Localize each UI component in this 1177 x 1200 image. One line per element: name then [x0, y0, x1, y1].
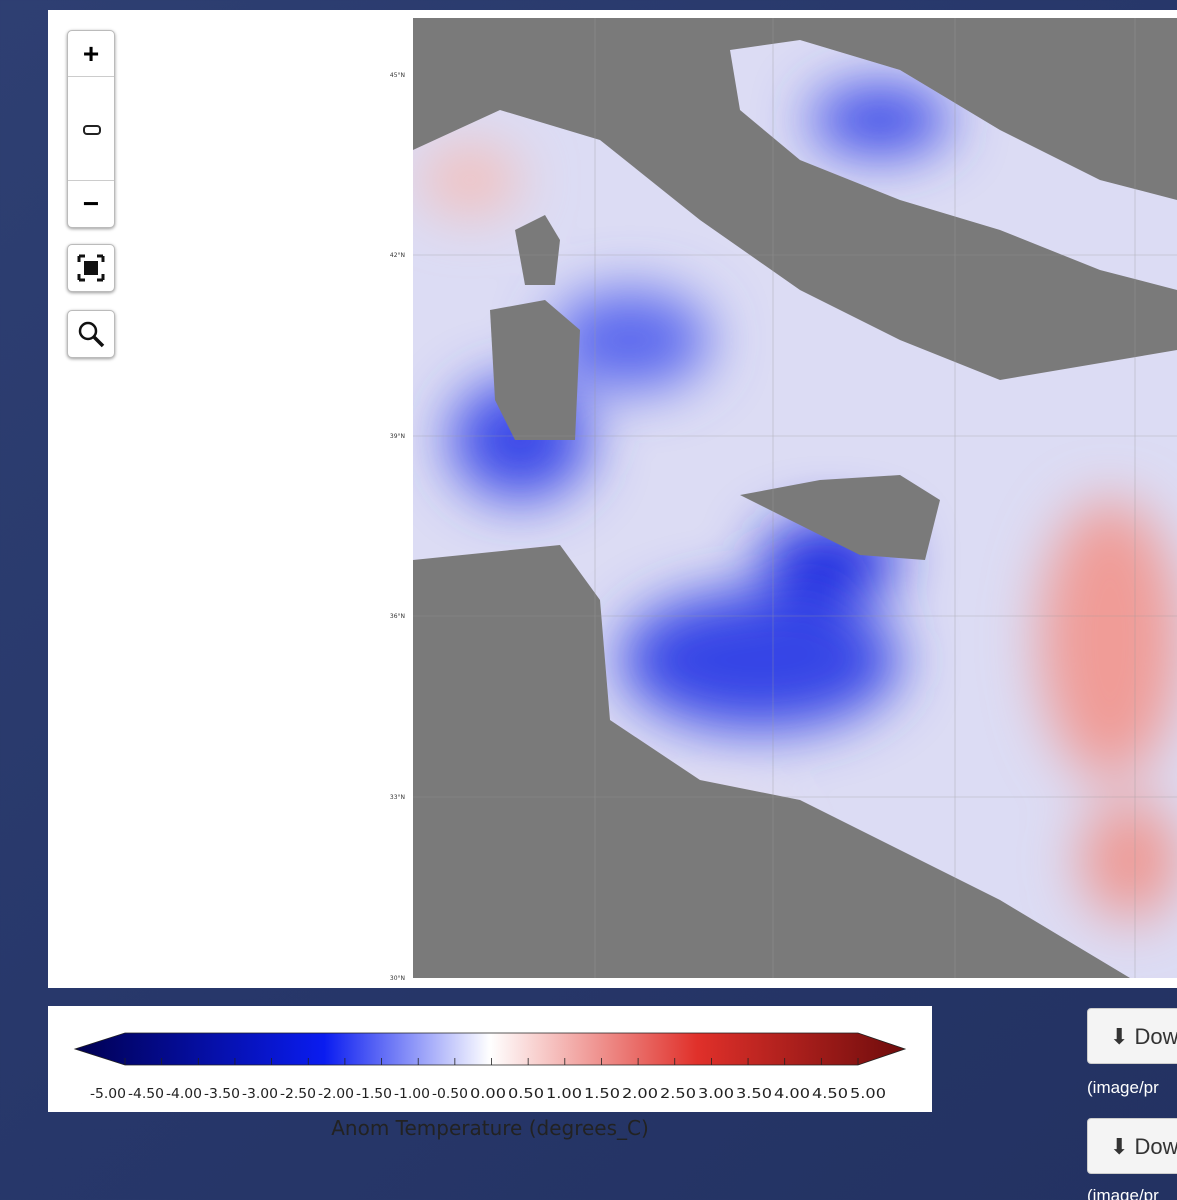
colorbar-tick-label: 4.00 [774, 1087, 810, 1102]
lat-label: 30°N [390, 975, 405, 982]
download-button[interactable]: ⬇ Dow [1087, 1008, 1177, 1064]
lat-label: 33°N [390, 794, 405, 801]
lat-label: 36°N [390, 613, 405, 620]
lat-labels: 45°N 42°N 39°N 36°N 33°N 30°N [390, 72, 405, 982]
format-note: (image/pr [1087, 1078, 1159, 1097]
button-label: Dow [1134, 1134, 1177, 1159]
download-button[interactable]: ⬇ Dow [1087, 1118, 1177, 1174]
zoom-control: + − [67, 30, 115, 228]
zoom-in[interactable]: + [68, 31, 114, 77]
islands [490, 215, 940, 560]
zoom-slider[interactable] [68, 77, 114, 181]
colorbar-tick-label: 2.50 [660, 1087, 696, 1102]
colorbar-ticks: -5.00 -4.50 -4.00 -3.50 -3.00 -2.50 -2.00 -1.50… [90, 1058, 886, 1102]
colorbar-tick-label: 4.50 [812, 1087, 848, 1102]
colorbar-tick-label: 0.50 [508, 1087, 544, 1102]
format-note: (image/pr [1087, 1186, 1159, 1200]
lat-label: 42°N [390, 252, 405, 259]
colorbar-tick-label: 1.00 [546, 1087, 582, 1102]
colorbar [73, 1032, 907, 1066]
colorbar-tick-label: 3.50 [736, 1087, 772, 1102]
colorbar-tick-label: -1.00 [394, 1087, 430, 1102]
colorbar-tick-label: -4.00 [166, 1087, 202, 1102]
colorbar-tick-label: 0.00 [470, 1087, 506, 1102]
colorbar-tick-label: -4.50 [128, 1087, 164, 1102]
colorbar-tick-label: 5.00 [850, 1087, 886, 1102]
colorbar-tick-label: -1.50 [356, 1087, 392, 1102]
colorbar-tick-label: -2.00 [318, 1087, 354, 1102]
colorbar-tick-label: 1.50 [584, 1087, 620, 1102]
lat-label: 45°N [390, 72, 405, 79]
colorbar-tick-label: 2.00 [622, 1087, 658, 1102]
colorbar-tick-label: -5.00 [90, 1087, 126, 1102]
search-button[interactable] [67, 310, 115, 358]
colorbar-tick-label: -0.50 [432, 1087, 468, 1102]
lat-label: 39°N [390, 433, 405, 440]
legend-title: Anom Temperature (degrees_C) [331, 1116, 649, 1140]
colorbar-tick-label: -3.50 [204, 1087, 240, 1102]
button-label: Dow [1134, 1024, 1177, 1049]
graticule [413, 18, 1177, 978]
zoom-out[interactable]: − [82, 188, 100, 219]
colorbar-tick-label: -2.50 [280, 1087, 316, 1102]
fullscreen-button[interactable] [67, 244, 115, 292]
colorbar-tick-label: 3.00 [698, 1087, 734, 1102]
colorbar-tick-label: -3.00 [242, 1087, 278, 1102]
